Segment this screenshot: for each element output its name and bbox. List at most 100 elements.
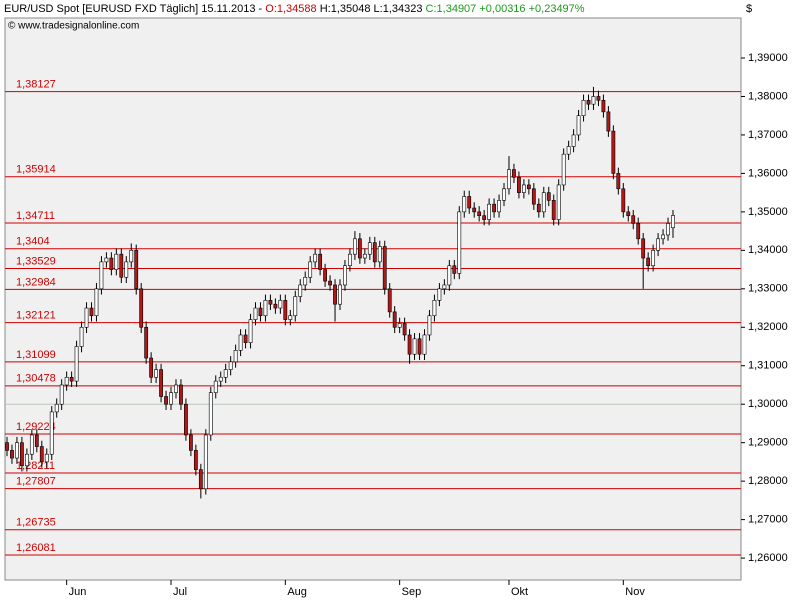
header-low: L:1,34323 [374,3,423,15]
candle-body [497,200,501,213]
candle-body [442,284,447,290]
header-change-pct: +0,23497% [529,3,585,15]
candle-body [611,130,616,174]
candle-body [447,265,452,286]
candle-body [382,246,387,290]
candle-body [402,323,407,336]
candle-body [566,146,571,155]
candle-body [84,307,89,328]
candle-body [134,250,139,290]
candle-body [507,169,511,190]
candle-body [422,334,427,355]
candle-body [283,300,288,320]
x-tick-label: Sep [402,586,422,598]
candle-body [531,188,536,205]
candle-body [472,207,477,213]
candle-body [303,276,308,286]
candle-body [452,265,457,274]
y-tick-label: 1,39000 [748,52,788,64]
candle-body [502,188,506,201]
candle-body [387,288,392,313]
candle-body [656,238,660,251]
candle-body [372,242,377,263]
candle-body [586,100,591,105]
candle-body [193,450,198,470]
candle-body [243,334,248,343]
candle-body [576,115,581,136]
candle-body [278,300,283,309]
candle-body [606,111,611,132]
candle-body [591,96,596,105]
candle-body [49,411,54,455]
level-label: 1,29224 [16,421,56,433]
candle-body [273,303,278,309]
candle-body [10,450,14,459]
candle-body [367,242,372,255]
candle-body [526,184,531,190]
candle-body [293,296,298,317]
candle-body [29,434,34,455]
watermark: © www.tradesignalonline.com [8,21,139,32]
candle-body [268,300,273,305]
y-tick-label: 1,26000 [748,552,788,564]
candle-body [377,246,382,263]
candle-body [631,215,636,224]
plot-area [4,17,742,581]
candle-body [89,307,94,317]
header-open: O:1,34588 [265,3,316,15]
candle-body [288,315,293,320]
candle-body [636,223,641,240]
candle-body [571,134,576,147]
candle-body [139,288,144,328]
x-tick-label: Aug [287,586,307,598]
y-tick-label: 1,36000 [748,167,788,179]
candle-body [74,346,79,382]
candle-body [517,176,521,193]
y-tick-label: 1,37000 [748,129,788,141]
candle-body [397,323,402,328]
candle-body [551,200,556,220]
candle-body [348,253,352,267]
candle-body [333,284,337,305]
candle-body [79,326,84,347]
candle-body [536,203,541,213]
candle-body [318,253,323,270]
candle-body [492,203,496,213]
y-tick-label: 1,32000 [748,321,788,333]
candle-body [5,442,9,451]
candle-body [412,338,417,355]
level-label: 1,33529 [16,255,56,267]
level-label: 1,26081 [16,542,56,554]
candle-body [248,319,253,343]
candle-body [323,269,327,282]
candle-body [258,307,263,317]
candle-body [437,288,442,301]
y-tick-label: 1,34000 [748,244,788,256]
candle-body [208,392,213,436]
candle-body [328,280,332,286]
level-label: 1,3404 [16,236,50,248]
level-label: 1,35914 [16,164,56,176]
candle-body [616,173,621,190]
candle-body [467,196,472,209]
candle-body [546,192,551,201]
candle-body [198,469,203,490]
candle-body [561,153,566,186]
candle-body [263,300,268,317]
candle-body [233,350,238,363]
header-instrument: EUR/USD Spot [EURUSD FXD Täglich] 15.11.… [4,3,263,15]
candle-body [213,380,218,393]
candle-body [298,284,303,297]
candle-body [154,369,159,378]
candle-body [541,192,546,213]
candle-body [223,369,228,378]
candle-body [34,434,39,447]
y-tick-label: 1,35000 [748,206,788,218]
level-label: 1,32121 [16,310,56,322]
candle-body [457,211,462,274]
x-tick-label: Jun [69,586,87,598]
candle-body [69,376,74,382]
candle-body [44,453,49,463]
y-tick-label: 1,38000 [748,90,788,102]
candle-body [114,253,119,270]
